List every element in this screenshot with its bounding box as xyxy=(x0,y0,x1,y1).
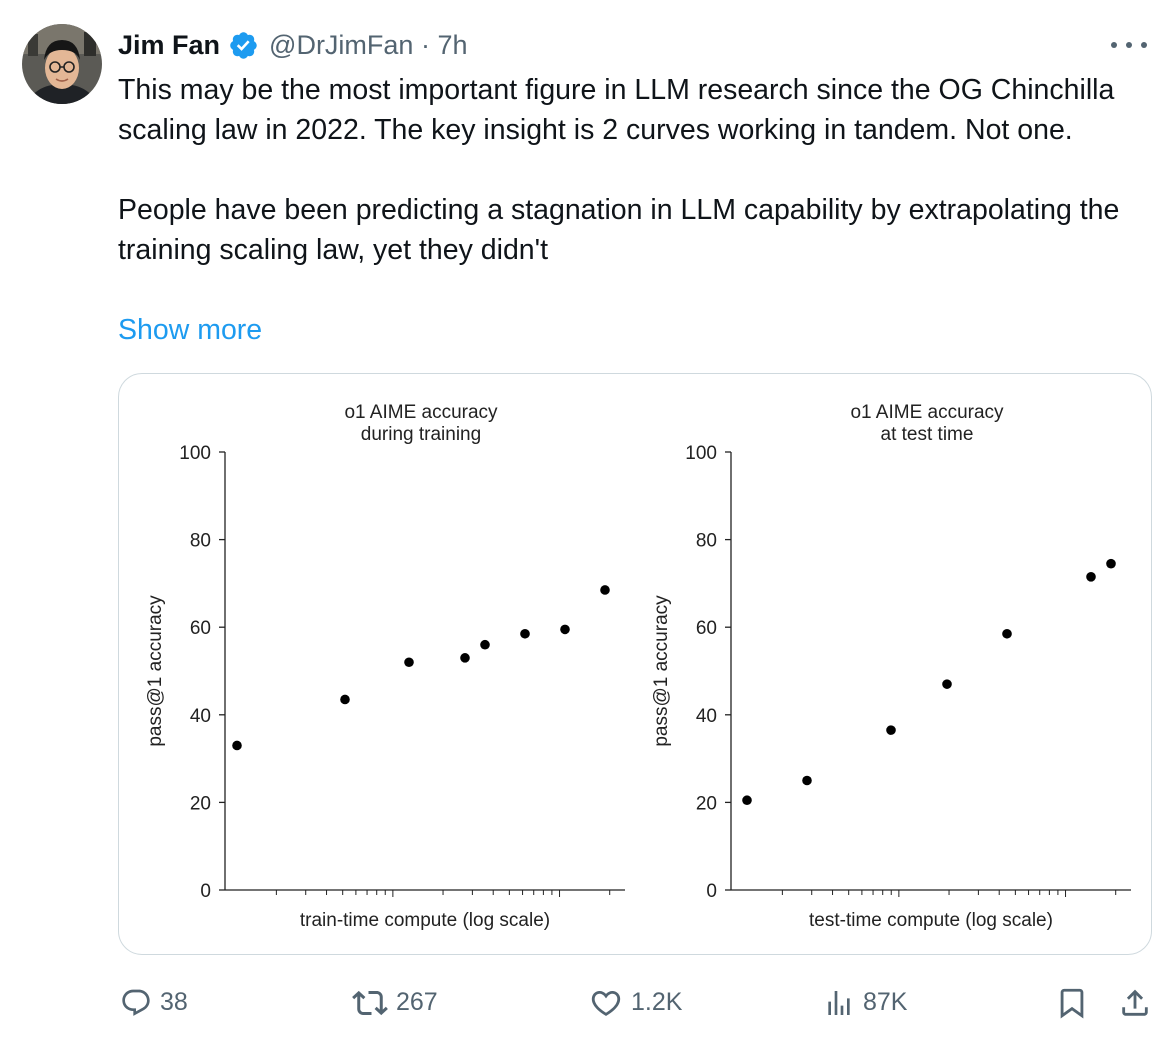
y-axis-label: pass@1 accuracy xyxy=(145,595,166,747)
chart-title-line: at test time xyxy=(881,424,974,445)
chart-title-line: during training xyxy=(361,424,481,445)
reply-icon xyxy=(122,989,150,1016)
reply-button[interactable]: 38 xyxy=(120,980,188,1025)
y-tick-label: 100 xyxy=(685,443,717,464)
retweet-icon xyxy=(352,990,388,1015)
data-point xyxy=(340,694,350,705)
data-point xyxy=(802,775,812,786)
author-name[interactable]: Jim Fan xyxy=(118,29,221,60)
handle-and-time[interactable]: @DrJimFan · 7h xyxy=(269,29,468,60)
retweet-button[interactable]: 267 xyxy=(352,980,438,1025)
heart-icon xyxy=(591,990,621,1016)
views-button[interactable]: 87K xyxy=(823,980,907,1025)
action-bar: 38 267 1.2K 87K xyxy=(0,980,1175,1025)
dot xyxy=(1141,42,1147,48)
data-point xyxy=(480,639,490,650)
x-axis-label: test-time compute (log scale) xyxy=(809,910,1053,931)
data-point xyxy=(742,795,752,806)
reply-count: 38 xyxy=(160,988,188,1016)
y-tick-label: 20 xyxy=(696,793,717,814)
data-point xyxy=(886,725,896,735)
data-point xyxy=(1106,558,1116,569)
tweet-header: Jim Fan @DrJimFan · 7h xyxy=(118,27,467,63)
x-axis-label: train-time compute (log scale) xyxy=(300,910,550,931)
data-point xyxy=(560,624,570,635)
y-tick-label: 80 xyxy=(696,531,717,552)
y-tick-label: 100 xyxy=(179,443,211,464)
tweet-text: This may be the most important figure in… xyxy=(118,70,1168,270)
data-point xyxy=(404,657,414,668)
y-tick-label: 60 xyxy=(696,618,717,639)
data-point xyxy=(460,653,470,663)
data-point xyxy=(520,628,530,639)
view-count: 87K xyxy=(863,988,908,1016)
data-point xyxy=(232,740,242,751)
bookmark-icon xyxy=(1060,988,1084,1018)
verified-badge-icon xyxy=(228,30,259,61)
avatar[interactable] xyxy=(22,24,102,104)
avatar-image xyxy=(22,24,102,104)
like-count: 1.2K xyxy=(631,988,683,1016)
y-tick-label: 60 xyxy=(190,618,211,639)
y-tick-label: 80 xyxy=(190,531,211,552)
data-point xyxy=(600,585,610,595)
y-tick-label: 0 xyxy=(706,881,717,902)
chart-title-line: o1 AIME accuracy xyxy=(344,402,498,423)
more-options-icon[interactable] xyxy=(1111,30,1147,60)
share-button[interactable] xyxy=(1118,980,1152,1025)
share-icon xyxy=(1122,989,1148,1016)
dot xyxy=(1111,42,1117,48)
chart-title-line: o1 AIME accuracy xyxy=(850,402,1004,423)
y-axis-label: pass@1 accuracy xyxy=(651,595,672,747)
dot xyxy=(1126,42,1132,48)
tweet-paragraph-2: People have been predicting a stagnation… xyxy=(118,194,1120,266)
like-button[interactable]: 1.2K xyxy=(589,980,682,1025)
data-point xyxy=(1086,572,1096,582)
media-card[interactable]: o1 AIME accuracy during training 0 20 40 60 80… xyxy=(118,373,1152,955)
y-tick-label: 0 xyxy=(200,881,211,902)
tweet-paragraph-1: This may be the most important figure in… xyxy=(118,74,1115,146)
views-icon xyxy=(828,990,850,1015)
bookmark-button[interactable] xyxy=(1055,980,1089,1025)
retweet-count: 267 xyxy=(396,988,438,1016)
y-tick-label: 20 xyxy=(190,793,211,814)
y-tick-label: 40 xyxy=(696,706,717,727)
data-point xyxy=(942,679,952,689)
show-more-link[interactable]: Show more xyxy=(118,314,263,346)
y-tick-label: 40 xyxy=(190,706,211,727)
data-point xyxy=(1002,628,1012,639)
